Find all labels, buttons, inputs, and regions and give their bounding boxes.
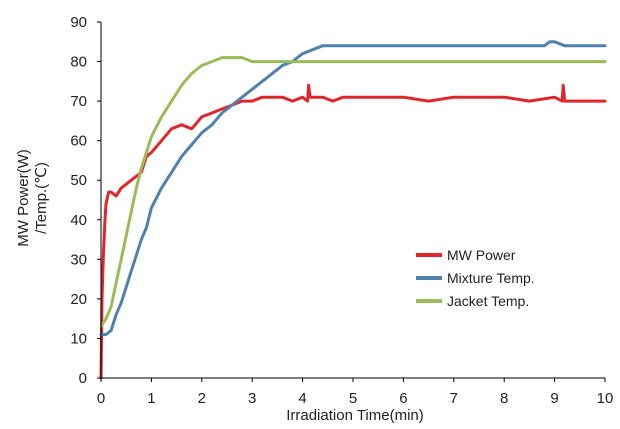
legend-label-0: MW Power [447,247,516,263]
y-axis-title-line-2: /Temp.(℃) [33,162,50,234]
legend: MW Power Mixture Temp. Jacket Temp. [416,247,535,309]
y-tick-label: 90 [70,14,87,31]
x-tick-label: 2 [198,390,206,407]
axes [97,21,606,382]
y-tick-label: 10 [70,330,87,347]
y-tick-label: 80 [70,54,87,71]
y-axis-title-line-1: MW Power(W) [15,149,32,247]
y-tick-label: 20 [70,291,87,308]
x-tick-label: 0 [97,390,105,407]
x-tick-label: 9 [550,390,558,407]
series-lines [99,40,607,380]
x-tick-label: 3 [248,390,256,407]
y-tick-label: 30 [70,251,87,268]
legend-label-2: Jacket Temp. [447,293,529,309]
legend-label-1: Mixture Temp. [447,270,535,286]
x-tick-label: 1 [147,390,155,407]
series-line-1 [99,40,607,336]
y-tick-label: 60 [70,133,87,150]
series-line-2 [99,56,607,329]
x-tick-label: 4 [298,390,306,407]
x-tick-label: 8 [500,390,508,407]
tick-labels: 0 10 20 30 40 50 60 70 80 90 0 1 2 3 4 5 6 7 8 9 10 [70,14,613,407]
y-tick-label: 50 [70,172,87,189]
y-tick-label: 40 [70,212,87,229]
x-tick-label: 7 [450,390,458,407]
x-tick-label: 10 [597,390,614,407]
x-tick-label: 5 [349,390,357,407]
y-tick-label: 0 [79,370,87,387]
series-line-0 [99,83,607,380]
x-axis-title: Irradiation Time(min) [286,407,424,424]
y-tick-label: 70 [70,93,87,110]
y-axis-title: MW Power(W) /Temp.(℃) [15,149,50,247]
x-tick-label: 6 [399,390,407,407]
